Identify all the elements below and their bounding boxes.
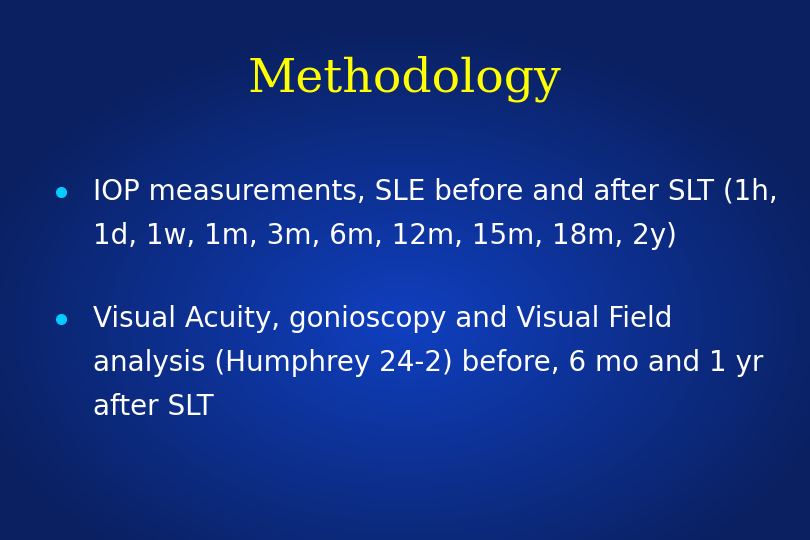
Text: analysis (Humphrey 24-2) before, 6 mo and 1 yr: analysis (Humphrey 24-2) before, 6 mo an… <box>93 349 764 377</box>
Text: 1d, 1w, 1m, 3m, 6m, 12m, 15m, 18m, 2y): 1d, 1w, 1m, 3m, 6m, 12m, 15m, 18m, 2y) <box>93 222 677 250</box>
Text: after SLT: after SLT <box>93 393 214 421</box>
Text: IOP measurements, SLE before and after SLT (1h,: IOP measurements, SLE before and after S… <box>93 178 778 206</box>
Text: Methodology: Methodology <box>248 55 562 102</box>
Text: Visual Acuity, gonioscopy and Visual Field: Visual Acuity, gonioscopy and Visual Fie… <box>93 305 672 333</box>
